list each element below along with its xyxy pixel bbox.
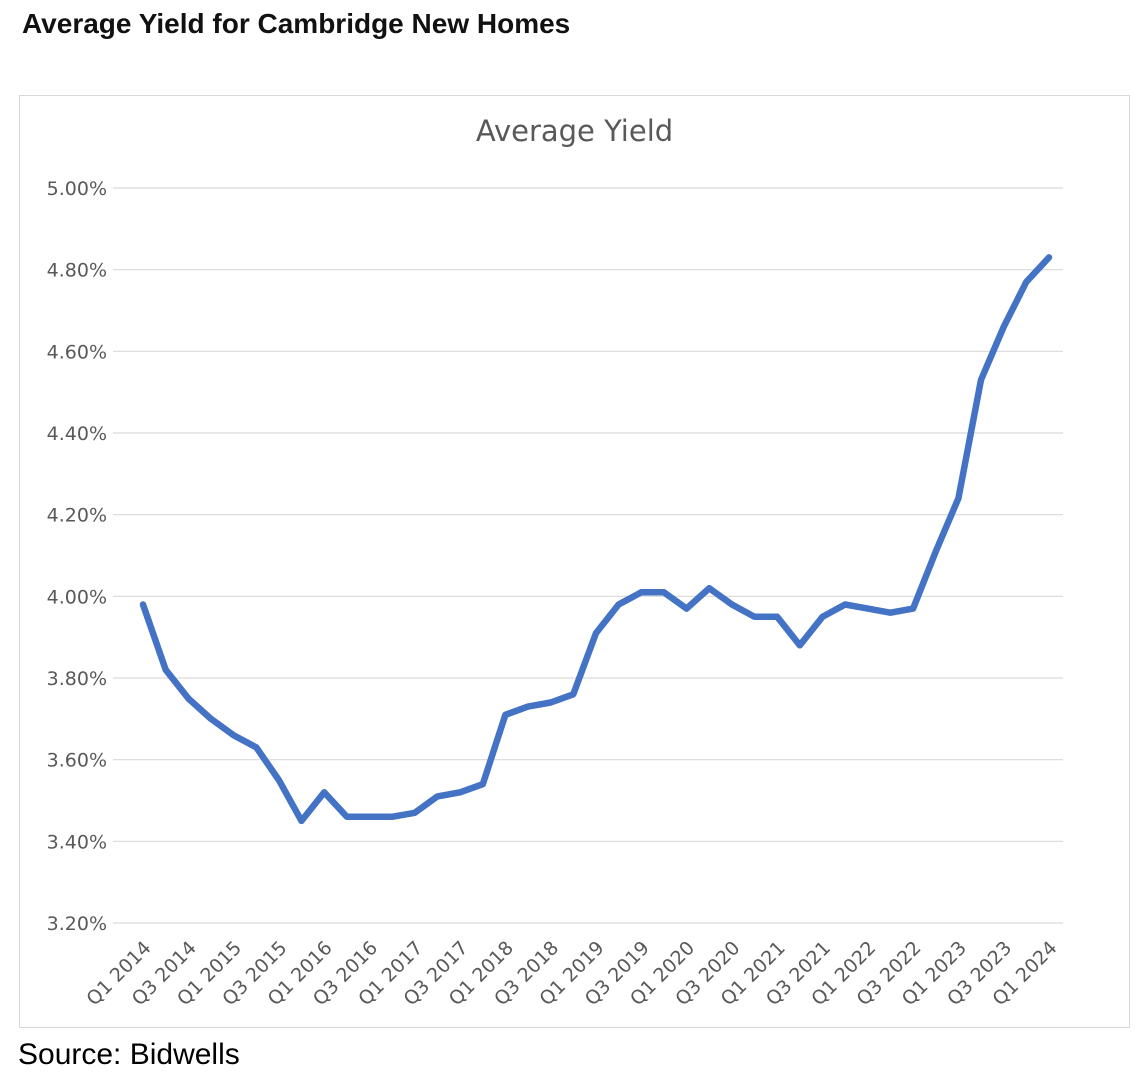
y-tick-label: 4.60%: [47, 341, 107, 363]
source-text: Source: Bidwells: [18, 1038, 240, 1071]
y-tick-label: 5.00%: [47, 178, 107, 200]
y-tick-label: 3.60%: [47, 750, 107, 772]
y-tick-label: 4.00%: [47, 586, 107, 608]
y-tick-label: 3.80%: [47, 668, 107, 690]
plot-svg: 5.00% 4.80% 4.60% 4.40% 4.20% 4.00% 3.80% 3.60%…: [47, 178, 1063, 1010]
chart-card: Average Yield 5.00% 4.80% 4.60% 4.40% 4.20% 4…: [19, 95, 1130, 1028]
y-tick-label: 4.20%: [47, 505, 107, 527]
chart-title: Average Yield: [475, 114, 674, 148]
y-tick-label: 3.20%: [47, 913, 107, 935]
y-tick-label: 4.40%: [47, 423, 107, 445]
y-tick-label: 4.80%: [47, 260, 107, 282]
average-yield-line: [139, 254, 1053, 825]
y-tick-label: 3.40%: [47, 831, 107, 853]
page-title: Average Yield for Cambridge New Homes: [22, 8, 571, 39]
